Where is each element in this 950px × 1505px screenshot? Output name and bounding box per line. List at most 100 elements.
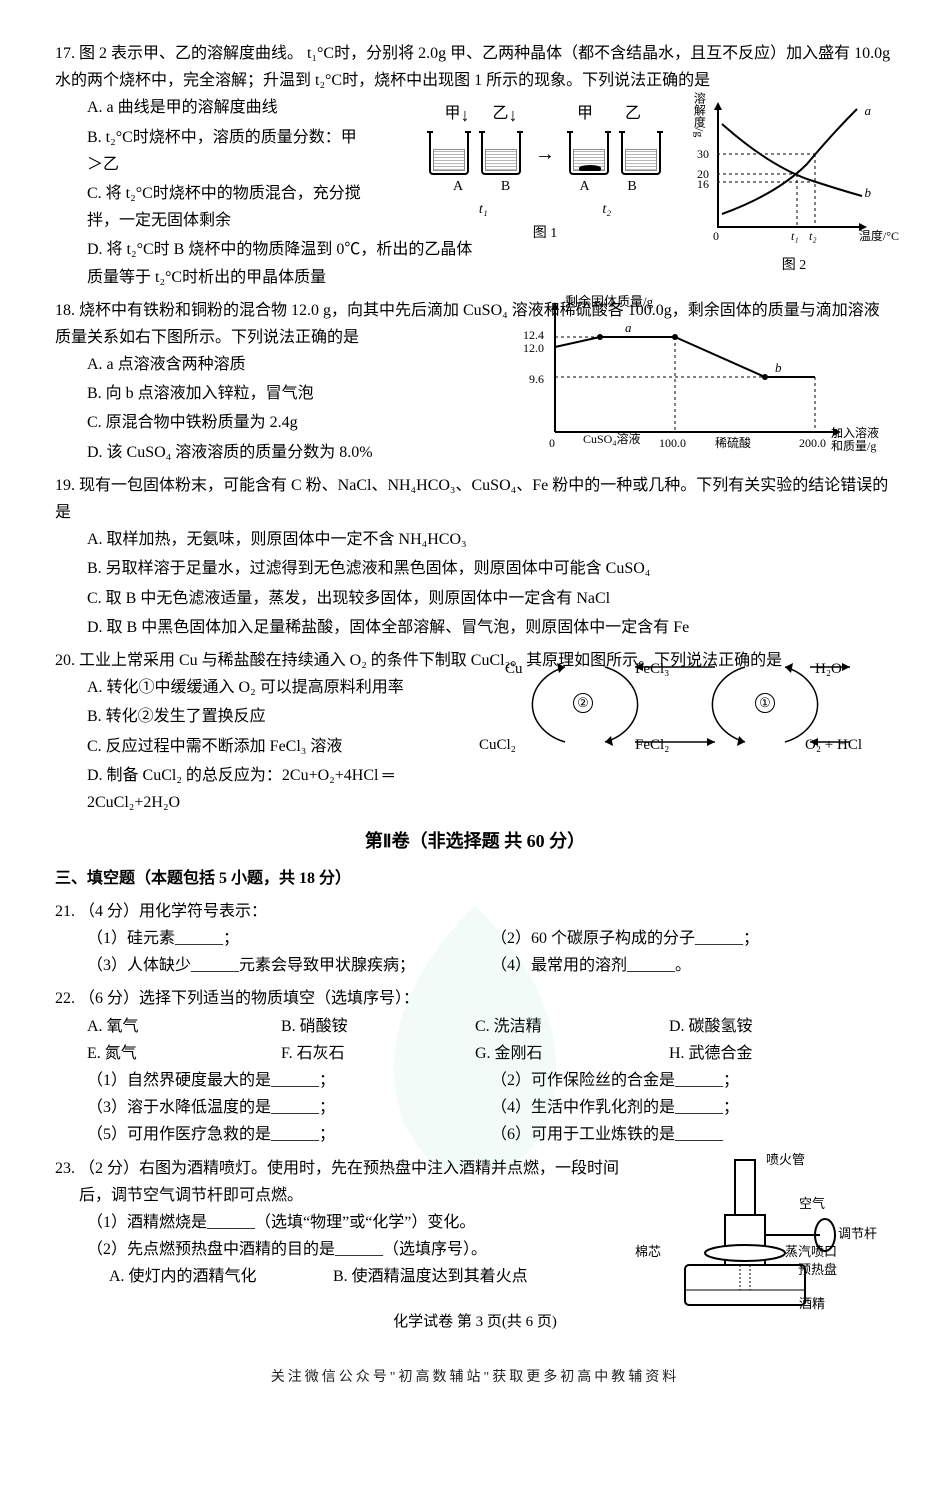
- q23-item-2: （2）先点燃预热盘中酒精的目的是______（选填序号）。: [55, 1236, 615, 1263]
- choice: E. 氮气: [87, 1040, 277, 1067]
- chart-xlabel: 温度/°C: [859, 226, 899, 246]
- q17-stem: 图 2 表示甲、乙的溶解度曲线。 t₁°C时，分别将 2.0g 甲、乙两种晶体（…: [55, 45, 890, 89]
- q19-opt-a: A. 取样加热，无氨味，则原固体中一定不含 NH₄HCO₃: [87, 526, 895, 553]
- beaker-icon: [569, 133, 609, 175]
- point-b: b: [775, 357, 782, 379]
- ytick: 16: [697, 174, 709, 194]
- xtick: 200.0: [799, 433, 826, 453]
- q21-number: 21.: [55, 903, 75, 920]
- q19-opt-c: C. 取 B 中无色滤液适量，蒸发，出现较多固体，则原固体中一定含有 NaCl: [87, 585, 895, 612]
- promo-text: 关注微信公众号"初高数辅站"获取更多初高中教辅资料: [55, 1366, 895, 1390]
- node-circle-1: ①: [755, 693, 775, 713]
- choice: A. 氧气: [87, 1013, 277, 1040]
- q18-options: A. a 点溶液含两种溶质 B. 向 b 点溶液加入锌粒，冒气泡 C. 原混合物…: [55, 351, 485, 466]
- q20-opt-c: C. 反应过程中需不断添加 FeCl₃ 溶液: [87, 733, 485, 760]
- label-A2: A: [563, 175, 607, 199]
- q17-figures: 甲↓ 乙↓ 甲 乙 → A B A B t₁ t: [395, 100, 895, 270]
- label-B2: B: [610, 175, 654, 199]
- q23-subopt-b: B. 使酒精温度达到其着火点: [333, 1268, 528, 1285]
- label-B: B: [484, 175, 528, 199]
- xtick: 0: [549, 433, 555, 453]
- chart-curves-icon: [717, 104, 865, 228]
- beaker-icon: [621, 133, 661, 175]
- q21-item-3: （3）人体缺少______元素会导致甲状腺疾病；: [87, 952, 487, 979]
- node-cucl2: CuCl₂: [479, 733, 516, 759]
- q18-opt-d: D. 该 CuSO₄ 溶液溶质的质量分数为 8.0%: [87, 439, 485, 466]
- label-yi: 乙↓: [483, 100, 527, 131]
- choice: G. 金刚石: [475, 1040, 665, 1067]
- q22-choices-row2: E. 氮气 F. 石灰石 G. 金刚石 H. 武德合金: [55, 1040, 895, 1067]
- node-h2o: H₂O: [815, 657, 842, 683]
- label-A: A: [436, 175, 480, 199]
- question-19: 19. 现有一包固体粉末，可能含有 C 粉、NaCl、NH₄HCO₃、CuSO₄…: [55, 472, 895, 641]
- xtick: CuSO₄溶液: [583, 432, 641, 446]
- beaker-icon: [429, 133, 469, 175]
- q21-item-1: （1）硅元素______；: [87, 925, 487, 952]
- choice: D. 碳酸氢铵: [669, 1013, 859, 1040]
- q20-opt-d: D. 制备 CuCl₂ 的总反应为：2Cu+O₂+4HCl ═ 2CuCl₂+2…: [87, 762, 485, 816]
- chart-ylabel: 剩余固体质量/g: [565, 291, 653, 313]
- section-2-title: 第Ⅱ卷（非选择题 共 60 分）: [55, 826, 895, 857]
- q23-number: 23.: [55, 1160, 75, 1177]
- q22-item-1: （1）自然界硬度最大的是______；: [87, 1067, 487, 1094]
- node-o2hcl: O₂ + HCl: [805, 733, 862, 759]
- q21-item-4: （4）最常用的溶剂______。: [491, 952, 691, 979]
- q23-subopt-a: A. 使灯内的酒精气化: [109, 1263, 329, 1290]
- label-jia: 甲↓: [435, 100, 479, 131]
- q22-number: 22.: [55, 990, 75, 1007]
- chart-ylabel: 溶解度/g: [689, 92, 709, 137]
- q22-item-2: （2）可作保险丝的合金是______；: [491, 1067, 739, 1094]
- chart-xlabel: 加入溶液和质量/g: [831, 427, 885, 453]
- xtick: 0: [713, 226, 719, 246]
- q21-stem: （4 分）用化学符号表示：: [79, 903, 267, 920]
- q18-opt-b: B. 向 b 点溶液加入锌粒，冒气泡: [87, 380, 485, 407]
- ytick: 12.4: [523, 329, 544, 342]
- label-jia2: 甲: [563, 100, 607, 127]
- q22-item-3: （3）溶于水降低温度的是______；: [87, 1094, 487, 1121]
- label-t1: t₁: [423, 198, 543, 222]
- choice: B. 硝酸铵: [281, 1013, 471, 1040]
- q19-opt-b: B. 另取样溶于足量水，过滤得到无色滤液和黑色固体，则原固体中可能含 CuSO₄: [87, 555, 895, 582]
- section-3-heading: 三、填空题（本题包括 5 小题，共 18 分）: [55, 865, 895, 892]
- question-18: 18. 烧杯中有铁粉和铜粉的混合物 12.0 g，向其中先后滴加 CuSO₄ 溶…: [55, 297, 895, 466]
- xtick: 100.0: [659, 433, 686, 453]
- node-circle-2: ②: [573, 693, 593, 713]
- question-23: 23. （2 分）右图为酒精喷灯。使用时，先在预热盘中注入酒精并点燃，一段时间后…: [55, 1155, 895, 1291]
- q22-item-4: （4）生活中作乳化剂的是______；: [491, 1094, 739, 1121]
- q17-opt-b: B. t₂°C时烧杯中，溶质的质量分数：甲＞乙: [87, 124, 367, 178]
- q18-chart: 剩余固体质量/g 12.4 12.0 9.6 a b 0 CuSO₄溶液 100…: [505, 297, 885, 457]
- arrow-right-icon: →: [535, 133, 555, 175]
- q20-opt-b: B. 转化②发生了置换反应: [87, 703, 485, 730]
- q22-item-5: （5）可用作医疗急救的是______；: [87, 1121, 487, 1148]
- q20-opt-a: A. 转化①中缓缓通入 O₂ 可以提高原料利用率: [87, 674, 485, 701]
- xtick: 稀硫酸: [715, 433, 751, 453]
- lbl: 调节杆: [838, 1223, 877, 1245]
- choice: C. 洗洁精: [475, 1013, 665, 1040]
- beaker-icon: [481, 133, 521, 175]
- q22-stem: （6 分）选择下列适当的物质填空（选填序号）：: [79, 990, 419, 1007]
- lbl: 酒精: [799, 1293, 825, 1315]
- question-21: 21. （4 分）用化学符号表示： （1）硅元素______； （2）60 个碳…: [55, 898, 895, 980]
- q19-opt-d: D. 取 B 中黑色固体加入足量稀盐酸，固体全部溶解、冒气泡，则原固体中一定含有…: [87, 614, 895, 641]
- node-fecl3: FeCl₃: [635, 657, 669, 683]
- q19-stem: 现有一包固体粉末，可能含有 C 粉、NaCl、NH₄HCO₃、CuSO₄、Fe …: [55, 477, 888, 521]
- lbl: 棉芯: [635, 1241, 661, 1263]
- q18-opt-c: C. 原混合物中铁粉质量为 2.4g: [87, 409, 485, 436]
- q17-opt-c: C. 将 t₂°C时烧杯中的物质混合，充分搅拌，一定无固体剩余: [87, 180, 367, 234]
- q23-item-1: （1）酒精燃烧是______（选填“物理”或“化学”）变化。: [55, 1209, 615, 1236]
- xtick: t₁: [791, 226, 799, 246]
- fig1-caption: 图 1: [395, 222, 695, 246]
- question-17: 17. 图 2 表示甲、乙的溶解度曲线。 t₁°C时，分别将 2.0g 甲、乙两…: [55, 40, 895, 291]
- q18-opt-a: A. a 点溶液含两种溶质: [87, 351, 485, 378]
- q20-options: A. 转化①中缓缓通入 O₂ 可以提高原料利用率 B. 转化②发生了置换反应 C…: [55, 674, 485, 816]
- label-yi2: 乙: [611, 100, 655, 127]
- ytick: 9.6: [529, 369, 544, 389]
- question-20: 20. 工业上常采用 Cu 与稀盐酸在持续通入 O₂ 的条件下制取 CuCl₂。…: [55, 647, 895, 816]
- choice: F. 石灰石: [281, 1040, 471, 1067]
- q18-number: 18.: [55, 302, 75, 319]
- q19-options: A. 取样加热，无氨味，则原固体中一定不含 NH₄HCO₃ B. 另取样溶于足量…: [55, 526, 895, 641]
- q22-choices-row1: A. 氧气 B. 硝酸铵 C. 洗洁精 D. 碳酸氢铵: [55, 1013, 895, 1040]
- q17-number: 17.: [55, 45, 75, 62]
- ytick: 30: [697, 144, 709, 164]
- solubility-chart: 溶解度/g 30 20 16 a b 0 t₁ t₂: [699, 100, 869, 240]
